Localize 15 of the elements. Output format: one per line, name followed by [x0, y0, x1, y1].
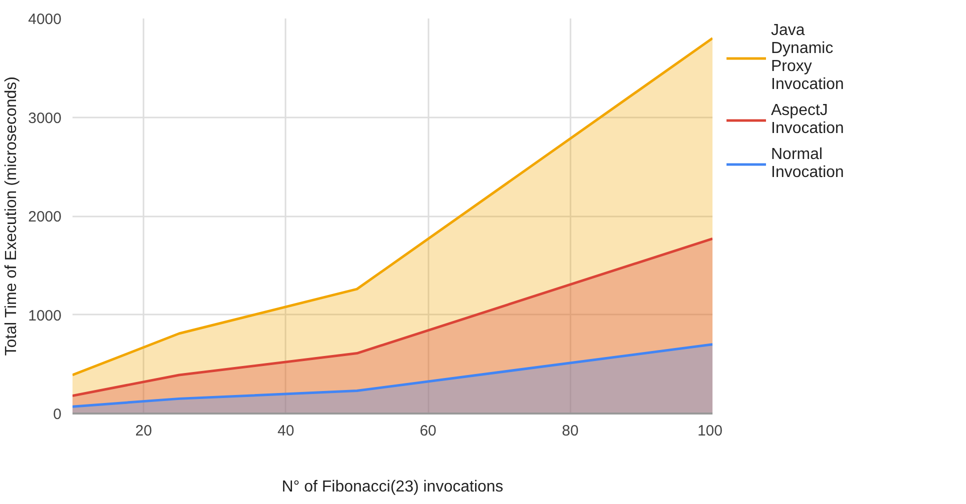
y-tick-label: 1000 — [28, 307, 62, 324]
y-tick-label: 4000 — [28, 11, 62, 28]
x-axis-title: N° of Fibonacci(23) invocations — [282, 478, 504, 496]
y-tick-label: 3000 — [28, 110, 62, 127]
x-tick-label: 40 — [277, 422, 294, 440]
y-axis-title: Total Time of Execution (microseconds) — [3, 76, 20, 356]
legend-label: Normal Invocation — [771, 146, 844, 182]
x-tick-label: 20 — [135, 422, 152, 440]
y-tick-label: 0 — [53, 406, 62, 423]
x-tick-label: 80 — [562, 422, 579, 440]
legend-label: Java Dynamic Proxy Invocation — [771, 22, 844, 94]
y-tick-label: 2000 — [28, 208, 62, 226]
legend-label: AspectJ Invocation — [771, 102, 844, 138]
x-tick-label: 60 — [420, 422, 436, 440]
x-tick-label: 100 — [697, 422, 723, 440]
